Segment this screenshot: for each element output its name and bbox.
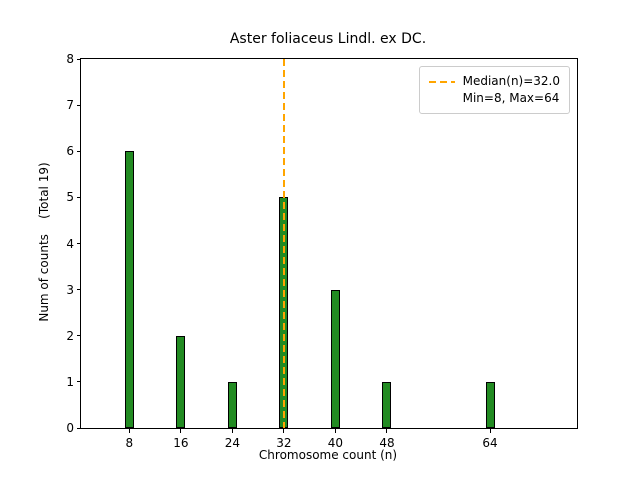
bar-40 <box>330 289 340 428</box>
legend-entry-minmax: Min=8, Max=64 <box>429 90 560 107</box>
y-tick-label-3: 3 <box>66 282 74 297</box>
y-tick-4 <box>77 243 81 244</box>
x-tick-label-48: 48 <box>379 436 395 450</box>
legend-label-median: Median(n)=32.0 <box>462 74 560 88</box>
bar-48 <box>382 381 392 428</box>
x-tick-label-64: 64 <box>482 436 498 450</box>
x-tick-24 <box>231 429 233 433</box>
y-tick-label-4: 4 <box>66 236 74 251</box>
y-tick-5 <box>77 196 81 198</box>
x-tick-48 <box>386 429 388 433</box>
chart-title: Aster foliaceus Lindl. ex DC. <box>229 31 427 47</box>
x-tick-64 <box>489 429 491 433</box>
y-tick-label-7: 7 <box>66 98 74 113</box>
x-tick-label-16: 16 <box>173 436 189 450</box>
y-tick-label-5: 5 <box>66 190 74 205</box>
y-tick-6 <box>77 150 81 152</box>
x-tick-label-8: 8 <box>125 436 134 450</box>
legend-entry-median: Median(n)=32.0 <box>428 73 560 90</box>
legend: Median(n)=32.0 Min=8, Max=64 <box>418 66 570 114</box>
x-tick-16 <box>180 429 182 433</box>
legend-label-minmax: Min=8, Max=64 <box>462 91 560 105</box>
y-tick-1 <box>77 381 81 383</box>
bar-16 <box>176 335 186 428</box>
x-tick-8 <box>128 429 130 433</box>
median-line <box>282 59 285 428</box>
y-tick-8 <box>77 58 81 60</box>
legend-marker-spacer <box>429 98 455 100</box>
y-tick-2 <box>77 335 81 337</box>
bar-8 <box>124 151 134 428</box>
x-tick-40 <box>334 429 336 433</box>
y-tick-3 <box>77 289 81 291</box>
y-tick-0 <box>77 427 81 429</box>
y-tick-label-2: 2 <box>66 328 74 343</box>
bar-64 <box>485 381 495 428</box>
median-dashed-line-icon <box>428 80 455 83</box>
x-tick-label-24: 24 <box>224 436 241 450</box>
y-tick-7 <box>77 104 81 106</box>
x-tick-label-40: 40 <box>327 436 344 450</box>
y-tick-label-1: 1 <box>66 374 74 389</box>
y-tick-label-0: 0 <box>66 421 74 435</box>
plot-area: Median(n)=32.0 Min=8, Max=64 8 16 24 32 40 48… <box>66 52 578 450</box>
x-tick-label-32: 32 <box>276 436 292 450</box>
x-tick-32 <box>283 429 285 433</box>
y-tick-label-8: 8 <box>66 52 74 66</box>
x-axis-label: Chromosome count (n) <box>258 448 398 462</box>
bar-24 <box>227 381 237 428</box>
y-tick-label-6: 6 <box>66 144 74 159</box>
